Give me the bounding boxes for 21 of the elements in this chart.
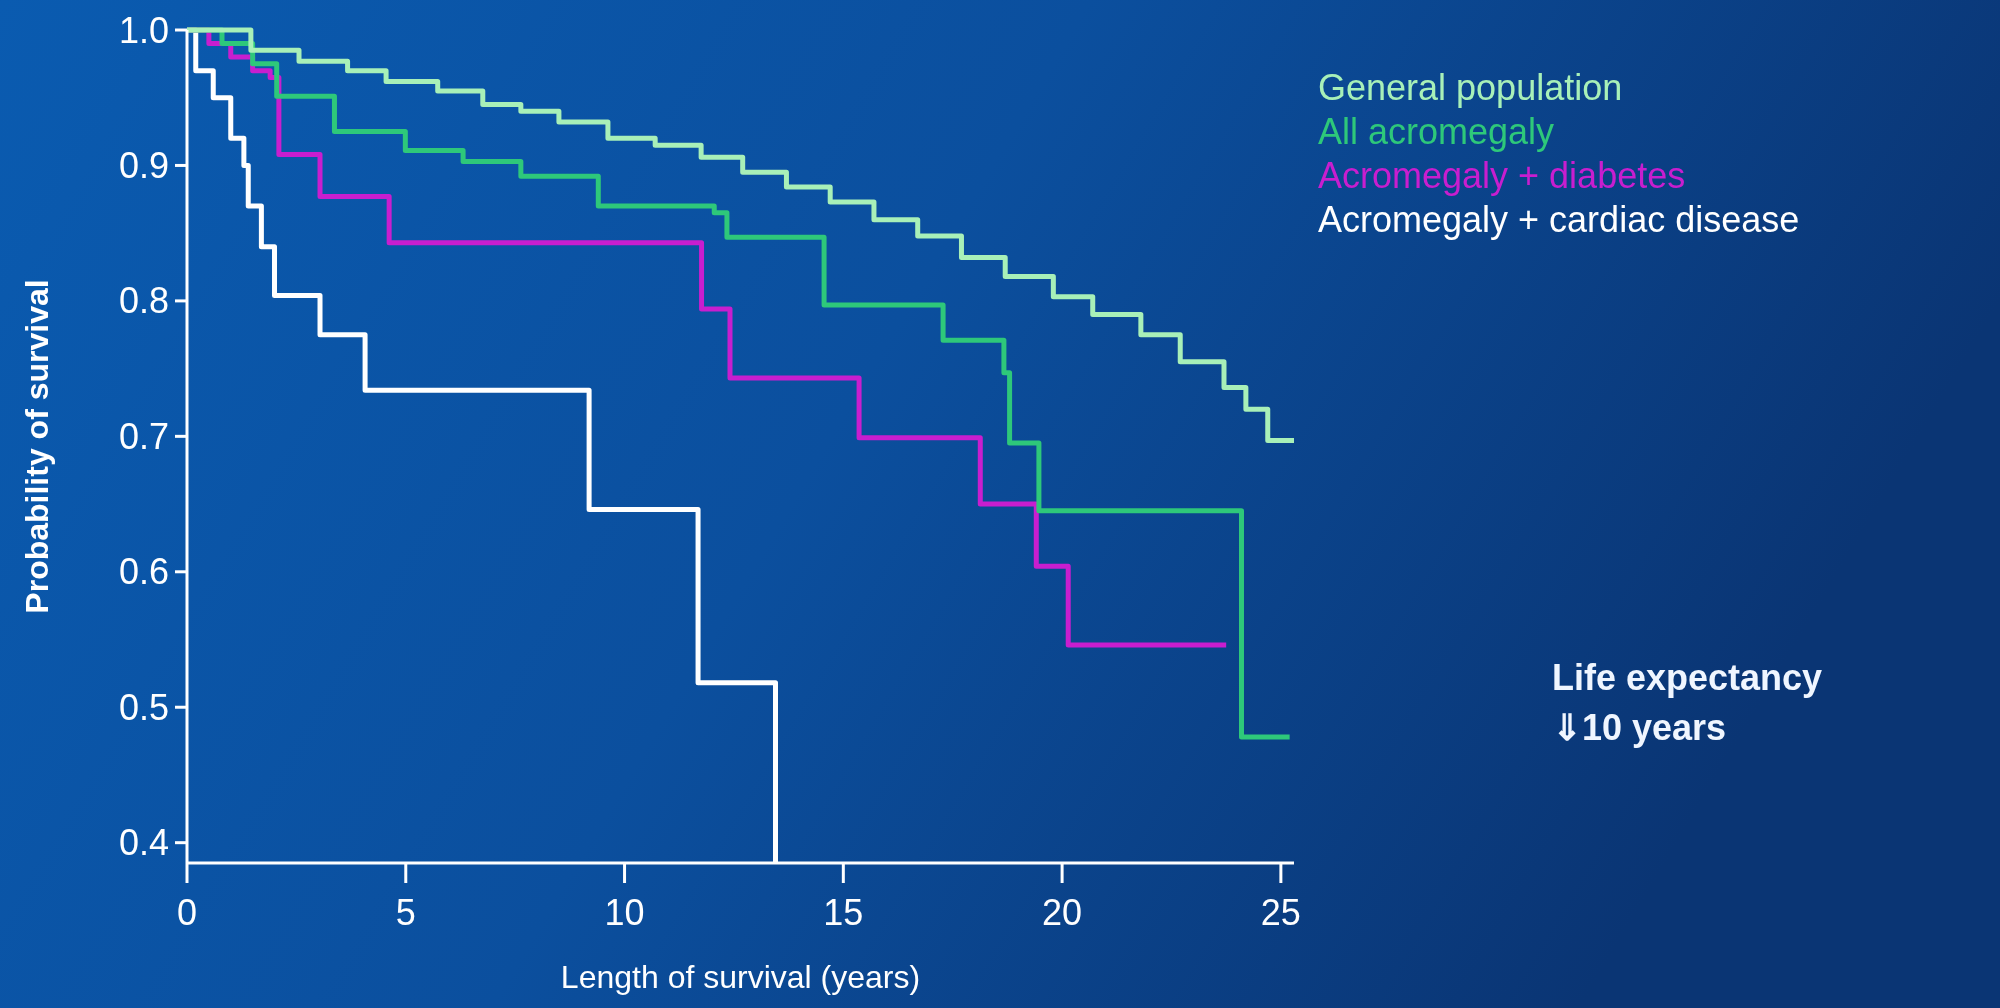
x-tick-label: 20 bbox=[1042, 892, 1083, 933]
y-tick-label: 0.8 bbox=[118, 280, 169, 322]
y-tick-label: 0.6 bbox=[118, 551, 169, 593]
x-tick-label: 0 bbox=[176, 892, 198, 933]
x-tick-label: 10 bbox=[604, 892, 645, 933]
y-axis-title: Probability of survival bbox=[19, 279, 55, 614]
y-tick-label: 1.0 bbox=[118, 9, 169, 51]
x-tick-label: 25 bbox=[1260, 892, 1301, 933]
y-tick-label: 0.9 bbox=[118, 145, 169, 187]
text: Acromegaly + diabetes bbox=[1318, 155, 1686, 196]
text: Acromegaly + cardiac disease bbox=[1318, 199, 1800, 240]
y-tick-label: 0.5 bbox=[118, 686, 169, 728]
text: Life expectancy bbox=[1552, 657, 1823, 698]
x-tick-label: 5 bbox=[395, 892, 416, 933]
text: All acromegaly bbox=[1318, 111, 1555, 152]
y-tick-label: 0.7 bbox=[118, 415, 169, 457]
text: ⇓10 years bbox=[1552, 707, 1727, 748]
y-tick-label: 0.4 bbox=[118, 822, 169, 864]
x-tick-label: 15 bbox=[823, 892, 864, 933]
text: General population bbox=[1318, 67, 1623, 108]
x-axis-title: Length of survival (years) bbox=[560, 959, 921, 995]
